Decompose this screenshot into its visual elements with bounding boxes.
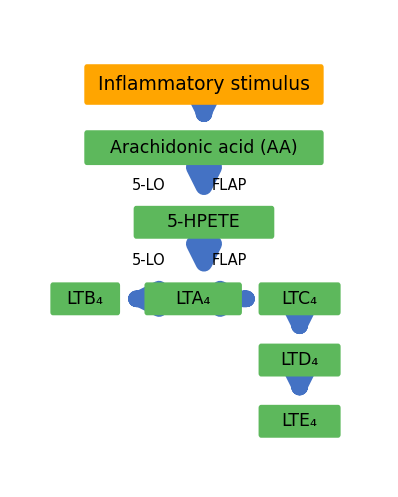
FancyBboxPatch shape bbox=[259, 282, 341, 315]
Text: LTA₄: LTA₄ bbox=[176, 290, 211, 308]
Text: FLAP: FLAP bbox=[212, 252, 247, 268]
FancyBboxPatch shape bbox=[259, 343, 341, 377]
FancyBboxPatch shape bbox=[51, 282, 120, 315]
Text: 5-LO: 5-LO bbox=[132, 252, 166, 268]
FancyBboxPatch shape bbox=[144, 282, 242, 315]
Text: LTC₄: LTC₄ bbox=[281, 290, 318, 308]
Text: 5-HPETE: 5-HPETE bbox=[167, 213, 241, 231]
FancyBboxPatch shape bbox=[84, 64, 324, 105]
Text: LTB₄: LTB₄ bbox=[67, 290, 104, 308]
Text: 5-LO: 5-LO bbox=[132, 177, 166, 193]
Text: FLAP: FLAP bbox=[212, 177, 247, 193]
FancyBboxPatch shape bbox=[84, 130, 324, 165]
FancyBboxPatch shape bbox=[134, 206, 274, 239]
Text: LTD₄: LTD₄ bbox=[281, 351, 319, 369]
Text: LTE₄: LTE₄ bbox=[282, 413, 318, 430]
FancyBboxPatch shape bbox=[259, 405, 341, 438]
Text: Inflammatory stimulus: Inflammatory stimulus bbox=[98, 75, 310, 94]
Text: Arachidonic acid (AA): Arachidonic acid (AA) bbox=[110, 139, 298, 157]
